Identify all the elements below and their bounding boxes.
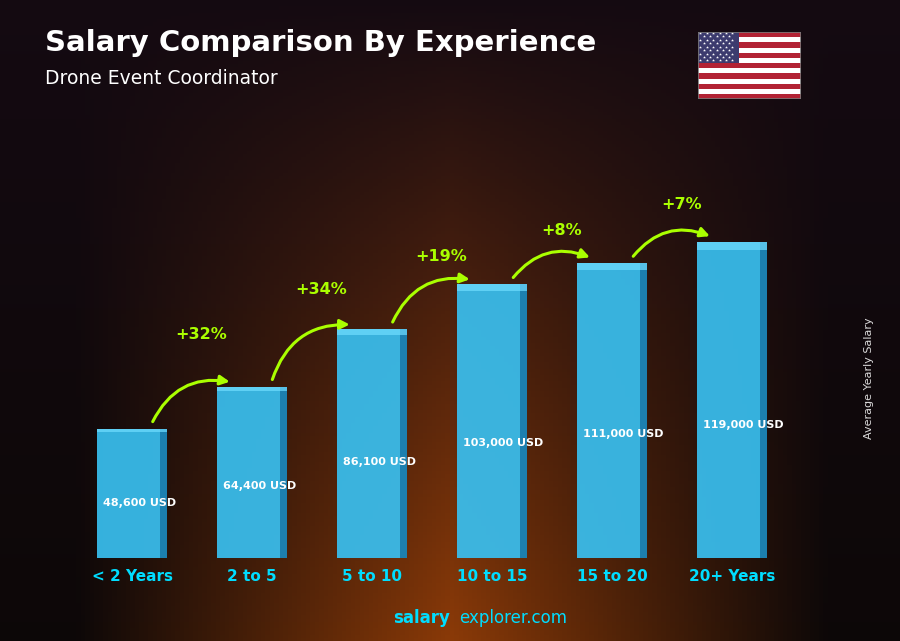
Bar <box>698 63 801 69</box>
Text: Average Yearly Salary: Average Yearly Salary <box>863 317 874 439</box>
Bar <box>698 32 801 37</box>
FancyBboxPatch shape <box>698 242 767 558</box>
Bar <box>698 37 801 42</box>
Bar <box>698 74 801 79</box>
Bar <box>698 242 767 249</box>
Bar <box>338 329 407 335</box>
Text: +7%: +7% <box>662 197 702 212</box>
FancyBboxPatch shape <box>97 429 166 558</box>
Text: Drone Event Coordinator: Drone Event Coordinator <box>45 69 278 88</box>
Text: +8%: +8% <box>541 223 582 238</box>
Text: salary: salary <box>393 609 450 627</box>
Text: 111,000 USD: 111,000 USD <box>583 429 663 439</box>
Bar <box>457 284 526 291</box>
Bar <box>698 32 739 63</box>
FancyBboxPatch shape <box>457 284 526 558</box>
Bar <box>520 284 526 558</box>
Bar <box>280 387 287 558</box>
Text: explorer.com: explorer.com <box>459 609 567 627</box>
Text: Salary Comparison By Experience: Salary Comparison By Experience <box>45 29 596 57</box>
Bar <box>698 42 801 47</box>
FancyBboxPatch shape <box>217 387 287 558</box>
Bar <box>97 429 166 432</box>
FancyBboxPatch shape <box>577 263 647 558</box>
Text: +32%: +32% <box>176 327 228 342</box>
Bar <box>217 387 287 391</box>
FancyBboxPatch shape <box>338 329 407 558</box>
Bar <box>640 263 647 558</box>
Text: 48,600 USD: 48,600 USD <box>103 499 176 508</box>
Bar <box>698 84 801 89</box>
Text: 64,400 USD: 64,400 USD <box>223 481 296 491</box>
Bar <box>698 58 801 63</box>
Bar <box>698 53 801 58</box>
Bar <box>760 242 767 558</box>
Bar <box>577 263 647 271</box>
Text: +34%: +34% <box>296 283 347 297</box>
Bar <box>698 89 801 94</box>
Bar <box>698 69 801 74</box>
Bar <box>698 94 801 99</box>
Text: 119,000 USD: 119,000 USD <box>703 420 783 430</box>
Text: 103,000 USD: 103,000 USD <box>463 438 543 448</box>
Bar <box>400 329 407 558</box>
Bar <box>698 47 801 53</box>
Bar <box>160 429 166 558</box>
Text: 86,100 USD: 86,100 USD <box>343 456 416 467</box>
Bar <box>698 79 801 84</box>
Text: +19%: +19% <box>416 249 467 264</box>
